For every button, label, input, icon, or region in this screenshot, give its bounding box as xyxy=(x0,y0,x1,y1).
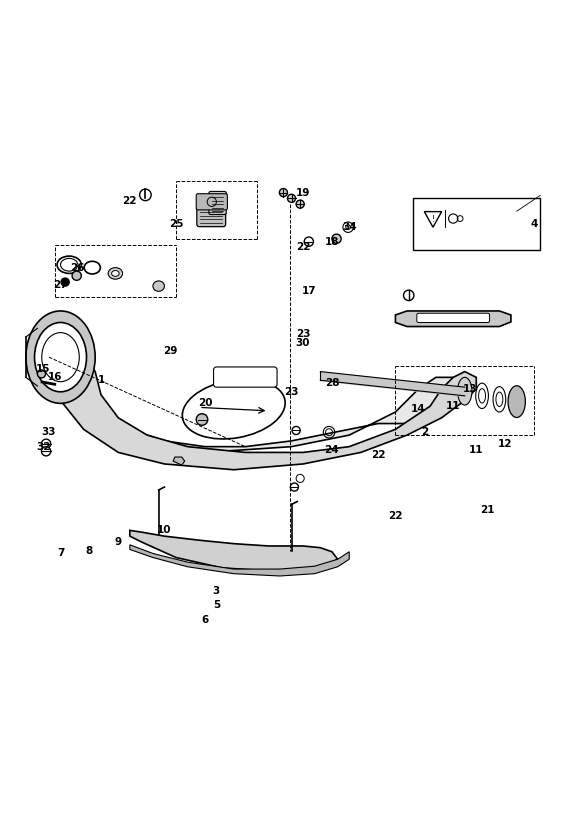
Ellipse shape xyxy=(493,386,505,412)
Text: 29: 29 xyxy=(163,346,177,356)
Circle shape xyxy=(287,194,296,203)
Text: 28: 28 xyxy=(325,378,339,388)
Text: 25: 25 xyxy=(168,219,183,229)
FancyBboxPatch shape xyxy=(209,191,226,214)
Circle shape xyxy=(72,271,81,280)
Ellipse shape xyxy=(111,270,119,276)
Text: 9: 9 xyxy=(115,537,122,547)
Polygon shape xyxy=(173,457,185,465)
Text: 30: 30 xyxy=(296,338,310,348)
Ellipse shape xyxy=(508,386,525,418)
Ellipse shape xyxy=(476,383,489,409)
Ellipse shape xyxy=(34,322,86,391)
Ellipse shape xyxy=(458,377,472,405)
Circle shape xyxy=(296,200,304,208)
Circle shape xyxy=(41,439,51,448)
Text: 21: 21 xyxy=(480,505,495,515)
Text: 26: 26 xyxy=(71,263,85,273)
FancyBboxPatch shape xyxy=(213,367,277,387)
Text: 13: 13 xyxy=(463,384,477,394)
Text: 11: 11 xyxy=(469,444,483,455)
Ellipse shape xyxy=(108,268,122,279)
Text: 32: 32 xyxy=(36,442,51,452)
Text: 22: 22 xyxy=(122,196,137,206)
Text: 6: 6 xyxy=(201,615,209,625)
Text: 11: 11 xyxy=(446,401,461,411)
Circle shape xyxy=(196,414,208,425)
Text: 15: 15 xyxy=(36,363,51,374)
Polygon shape xyxy=(49,325,465,452)
FancyBboxPatch shape xyxy=(417,313,490,322)
Circle shape xyxy=(403,290,414,301)
Text: 23: 23 xyxy=(285,386,298,397)
Circle shape xyxy=(61,278,69,286)
Polygon shape xyxy=(130,531,338,571)
Text: 20: 20 xyxy=(198,398,212,409)
Circle shape xyxy=(279,189,287,197)
Text: 10: 10 xyxy=(157,526,172,536)
Ellipse shape xyxy=(153,281,164,292)
Circle shape xyxy=(140,189,151,201)
Circle shape xyxy=(37,370,45,378)
Circle shape xyxy=(290,483,298,491)
Text: 22: 22 xyxy=(371,450,385,461)
Bar xyxy=(413,199,540,250)
Circle shape xyxy=(332,234,341,243)
Text: 14: 14 xyxy=(411,404,426,414)
Text: 1: 1 xyxy=(97,375,104,386)
Text: 22: 22 xyxy=(388,511,403,521)
Ellipse shape xyxy=(26,311,95,403)
Text: 5: 5 xyxy=(213,601,220,611)
Text: 2: 2 xyxy=(421,427,428,438)
Text: 8: 8 xyxy=(86,545,93,555)
Text: 24: 24 xyxy=(325,444,339,455)
Circle shape xyxy=(292,427,300,434)
Text: 23: 23 xyxy=(296,329,310,339)
FancyBboxPatch shape xyxy=(196,194,227,210)
Text: 3: 3 xyxy=(213,586,220,596)
Text: 16: 16 xyxy=(47,372,62,382)
Text: 27: 27 xyxy=(53,280,68,290)
Text: 12: 12 xyxy=(498,438,512,449)
Text: !: ! xyxy=(431,214,435,223)
Circle shape xyxy=(304,237,314,246)
Polygon shape xyxy=(55,320,476,470)
Ellipse shape xyxy=(182,379,285,439)
FancyBboxPatch shape xyxy=(197,206,226,227)
Text: 34: 34 xyxy=(342,222,357,232)
Text: 18: 18 xyxy=(325,236,339,246)
Text: 17: 17 xyxy=(301,286,316,296)
Text: 4: 4 xyxy=(531,219,538,229)
Text: 22: 22 xyxy=(296,242,310,252)
Text: 33: 33 xyxy=(42,427,56,438)
Circle shape xyxy=(41,447,51,456)
Text: 7: 7 xyxy=(57,549,64,559)
Text: 19: 19 xyxy=(296,188,310,198)
Polygon shape xyxy=(130,545,349,576)
Polygon shape xyxy=(395,311,511,326)
